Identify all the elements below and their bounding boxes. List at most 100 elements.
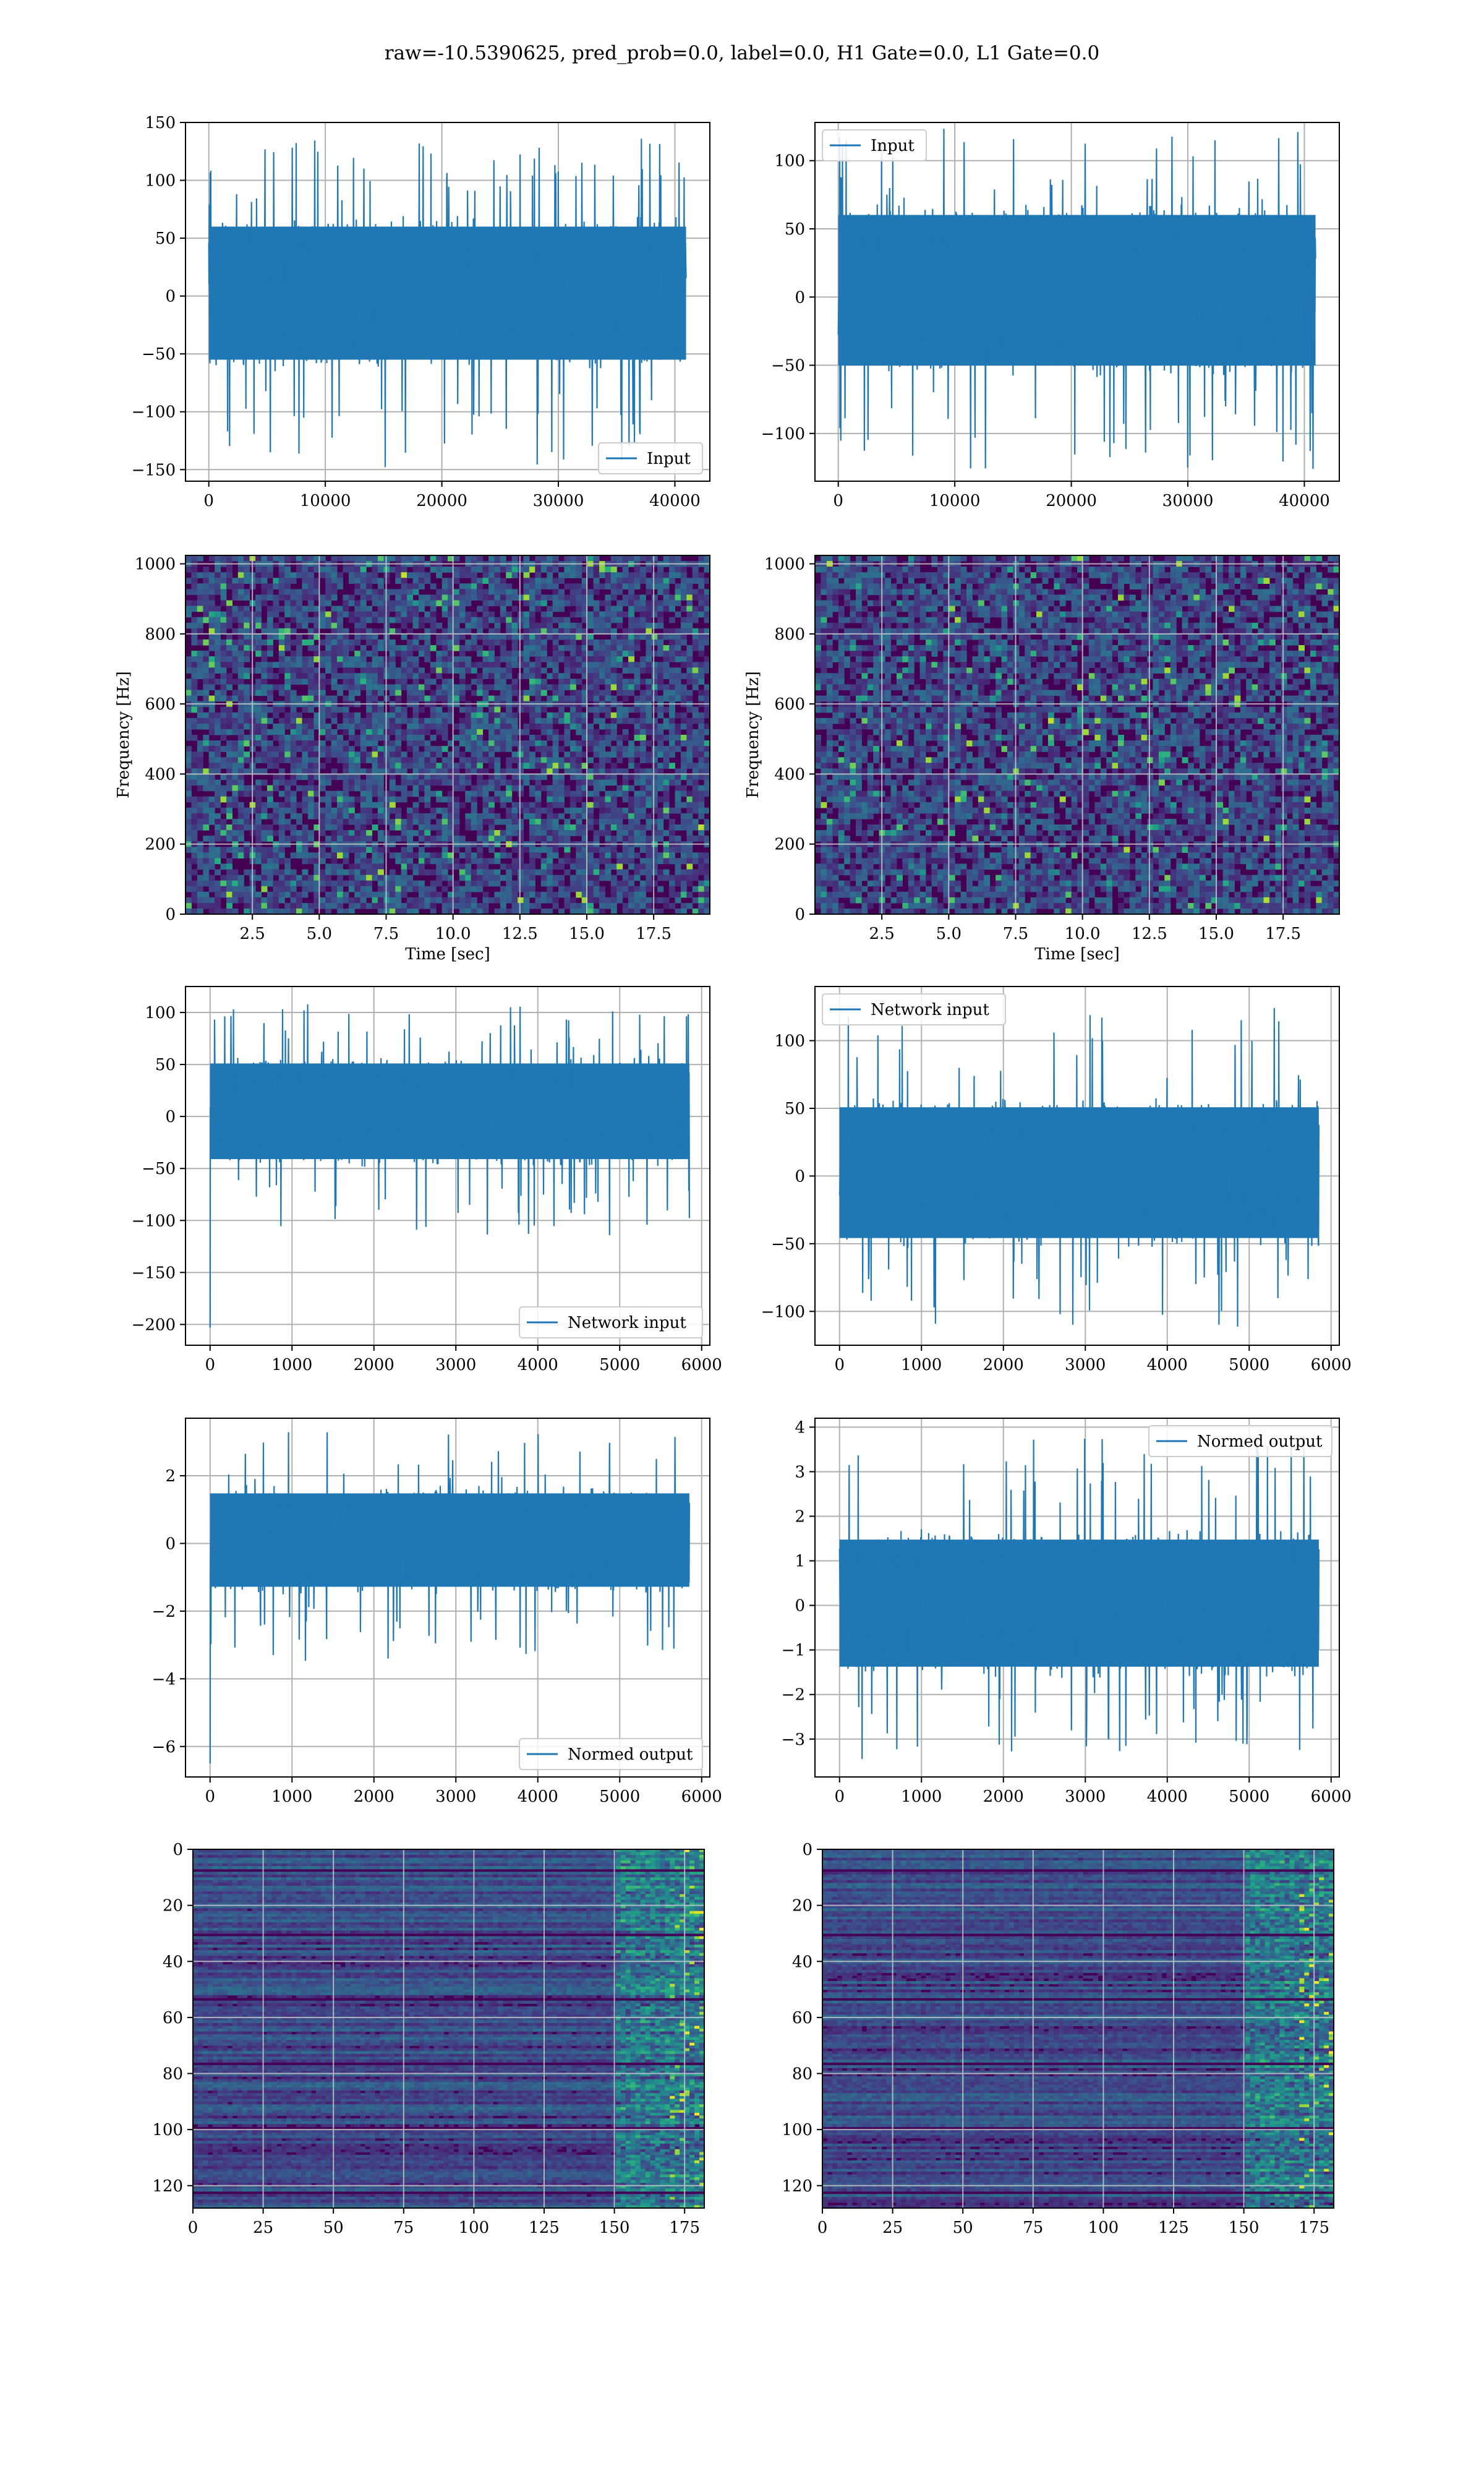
heatmap-cells bbox=[186, 555, 710, 914]
x-tick-label: 1000 bbox=[271, 1787, 312, 1806]
x-tick-label: 15.0 bbox=[1198, 925, 1234, 943]
y-tick-label: −2 bbox=[782, 1686, 805, 1705]
x-tick-label: 7.5 bbox=[1003, 925, 1028, 943]
subplot-2: 0 10000 20000 30000 40000 −100 −50 0 50 100 Input bbox=[761, 122, 1340, 510]
axes-frame bbox=[185, 555, 710, 915]
x-tick-label: 3000 bbox=[1065, 1356, 1106, 1374]
y-tick-label: −200 bbox=[132, 1316, 176, 1334]
axes-frame bbox=[814, 1418, 1340, 1778]
series-line-input bbox=[837, 129, 1316, 469]
y-tick-label: 80 bbox=[792, 2065, 812, 2084]
x-tick-label: 175 bbox=[669, 2219, 700, 2237]
y-tick-label: 0 bbox=[173, 1841, 183, 1859]
x-tick-label: 12.5 bbox=[1132, 925, 1167, 943]
series-line-normed-output bbox=[209, 1432, 690, 1764]
plot-area bbox=[838, 1436, 1320, 1759]
y-tick-label: −100 bbox=[761, 1303, 805, 1321]
x-tick-label: 30000 bbox=[533, 492, 584, 510]
x-tick-label: 100 bbox=[459, 2219, 490, 2237]
series-line-network-input bbox=[209, 1004, 690, 1328]
y-tick-label: 3 bbox=[795, 1463, 805, 1481]
x-tick-label: 20000 bbox=[416, 492, 467, 510]
x-tick-label: 50 bbox=[953, 2219, 973, 2237]
x-tick-label: 125 bbox=[1158, 2219, 1189, 2237]
legend-label: Input bbox=[871, 137, 915, 155]
x-axis-label: Time [sec] bbox=[1034, 945, 1120, 964]
subplot-5: 0 1000 2000 3000 4000 5000 6000−200−150−100−50… bbox=[132, 986, 722, 1374]
x-tick-label: 1000 bbox=[271, 1356, 312, 1374]
x-tick-label: 17.5 bbox=[636, 925, 672, 943]
axes-frame bbox=[185, 1418, 710, 1778]
x-tick-label: 175 bbox=[1298, 2219, 1329, 2237]
plot-area bbox=[838, 1008, 1320, 1327]
y-tick-label: 4 bbox=[795, 1418, 805, 1437]
y-tick-label: 1000 bbox=[764, 555, 805, 574]
y-tick-label: 600 bbox=[145, 695, 176, 714]
y-tick-label: 200 bbox=[145, 836, 176, 854]
subplot-4: 2.5 5.0 7.5 10.0 12.5 15.0 17.5 0 200 400 600 800 10… bbox=[744, 555, 1340, 964]
x-tick-label: 0 bbox=[833, 492, 843, 510]
x-tick-label: 5000 bbox=[1229, 1356, 1269, 1374]
subplot-1: 0 10000 20000 30000 40000 −150 −100 −50 0 50 100 15… bbox=[132, 114, 710, 510]
y-tick-label: 0 bbox=[795, 905, 805, 924]
plot-area bbox=[209, 1004, 690, 1328]
y-tick-label: −3 bbox=[782, 1731, 805, 1749]
legend: Network input bbox=[519, 1306, 703, 1338]
x-tick-label: 5.0 bbox=[307, 925, 332, 943]
axes-frame bbox=[192, 1849, 705, 2209]
figure-title: raw=-10.5390625, pred_prob=0.0, label=0.… bbox=[0, 42, 1484, 64]
x-tick-label: 3000 bbox=[1065, 1787, 1106, 1806]
y-tick-label: 50 bbox=[785, 220, 805, 239]
y-tick-label: 0 bbox=[795, 1167, 805, 1186]
y-tick-label: 1000 bbox=[135, 555, 176, 574]
x-tick-label: 40000 bbox=[649, 492, 701, 510]
x-tick-label: 6000 bbox=[681, 1356, 722, 1374]
x-tick-label: 2000 bbox=[983, 1356, 1024, 1374]
y-tick-label: −2 bbox=[152, 1603, 176, 1621]
heatmap-cells bbox=[822, 1849, 1334, 2208]
plot-area bbox=[193, 1849, 704, 2208]
x-tick-label: 2000 bbox=[983, 1787, 1024, 1806]
y-axis-label: Frequency [Hz] bbox=[114, 671, 133, 798]
legend-label: Network input bbox=[871, 1001, 989, 1019]
x-tick-label: 20000 bbox=[1046, 492, 1097, 510]
y-tick-label: 100 bbox=[782, 2121, 812, 2139]
legend-label: Normed output bbox=[1197, 1432, 1323, 1451]
y-tick-label: 120 bbox=[782, 2177, 812, 2196]
x-tick-label: 25 bbox=[882, 2219, 903, 2237]
y-tick-label: 0 bbox=[165, 905, 176, 924]
subplot-7: 0 1000 2000 3000 4000 5000 6000 −6 −4 −2 0 2 Normed … bbox=[152, 1418, 722, 1806]
y-tick-label: 150 bbox=[145, 114, 176, 132]
y-tick-label: 50 bbox=[785, 1100, 805, 1118]
x-tick-label: 6000 bbox=[1311, 1356, 1352, 1374]
x-tick-label: 6000 bbox=[1311, 1787, 1352, 1806]
x-tick-label: 5.0 bbox=[936, 925, 962, 943]
grid bbox=[815, 555, 1339, 915]
y-tick-label: 60 bbox=[163, 2009, 183, 2027]
x-tick-label: 7.5 bbox=[373, 925, 399, 943]
y-tick-label: 60 bbox=[792, 2009, 812, 2027]
x-tick-label: 0 bbox=[188, 2219, 198, 2237]
plot-area bbox=[815, 555, 1339, 914]
x-tick-label: 150 bbox=[599, 2219, 630, 2237]
x-tick-label: 75 bbox=[1023, 2219, 1043, 2237]
legend-box bbox=[598, 442, 703, 474]
subplot-8: 0 1000 2000 3000 4000 5000 6000 −3 −2 −1 0 1 2 3 4 Norm… bbox=[782, 1418, 1352, 1806]
legend-box bbox=[519, 1306, 703, 1338]
x-tick-label: 12.5 bbox=[502, 925, 538, 943]
y-tick-label: 1 bbox=[795, 1552, 805, 1571]
x-tick-label: 5000 bbox=[1229, 1787, 1269, 1806]
x-tick-label: 4000 bbox=[518, 1787, 558, 1806]
legend-box bbox=[822, 129, 927, 161]
y-tick-label: 400 bbox=[774, 765, 805, 784]
x-tick-label: 1000 bbox=[901, 1356, 942, 1374]
y-tick-label: −50 bbox=[142, 345, 176, 364]
y-tick-label: −50 bbox=[771, 1235, 805, 1254]
axes-frame bbox=[185, 122, 710, 482]
x-tick-label: 40000 bbox=[1279, 492, 1330, 510]
y-tick-label: 120 bbox=[152, 2177, 183, 2196]
y-tick-label: 100 bbox=[145, 1004, 176, 1022]
y-tick-label: −6 bbox=[152, 1738, 176, 1757]
y-tick-label: 20 bbox=[792, 1897, 812, 1915]
